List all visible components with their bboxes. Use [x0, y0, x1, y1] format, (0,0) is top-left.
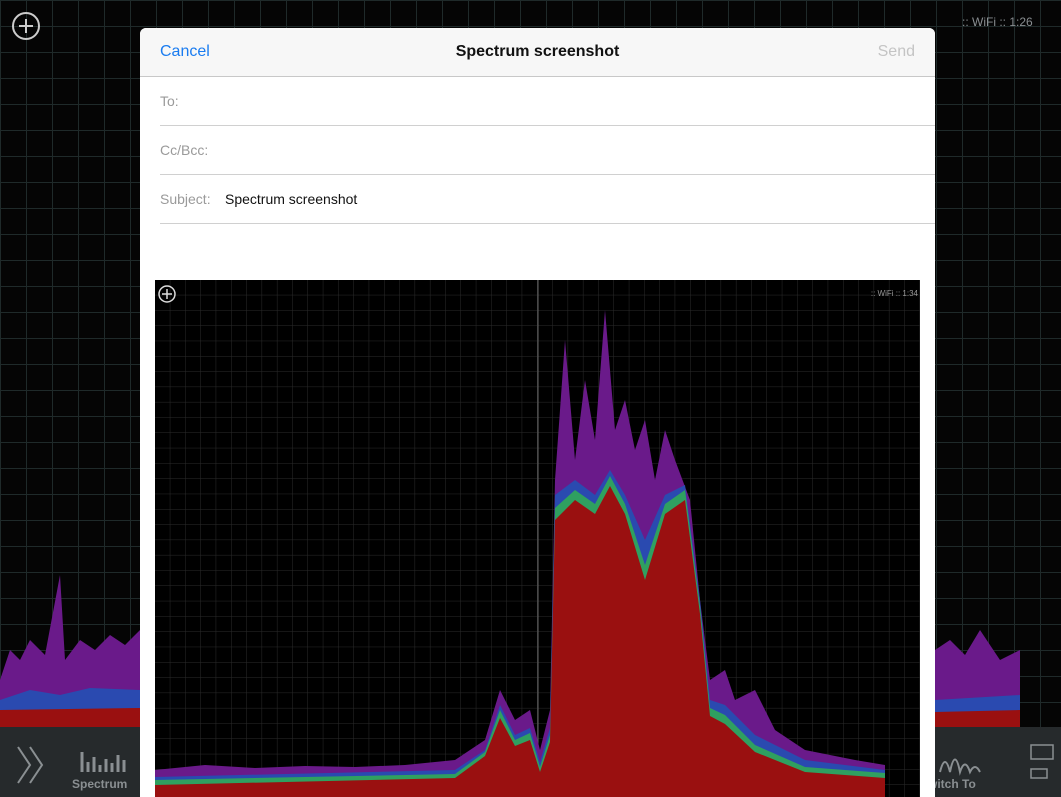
status-text: :: WiFi :: 1:26: [962, 15, 1033, 29]
field-label: To:: [160, 93, 179, 109]
compose-header: Cancel Spectrum screenshot Send: [140, 28, 935, 77]
field-label: Subject:: [160, 191, 211, 207]
cc-field[interactable]: Cc/Bcc:: [160, 126, 935, 175]
subject-field[interactable]: Subject: Spectrum screenshot: [160, 175, 935, 224]
image-status: :: WiFi :: 1:34: [871, 289, 919, 298]
add-icon-plus: [19, 19, 33, 33]
add-icon[interactable]: [12, 12, 40, 40]
spectrum-icon[interactable]: [80, 752, 126, 772]
settings-icon[interactable]: [1030, 744, 1054, 760]
compose-sheet: Cancel Spectrum screenshot Send To: Cc/B…: [140, 28, 935, 797]
battery-icon: [1030, 768, 1048, 779]
cancel-button[interactable]: Cancel: [160, 43, 210, 60]
toolbar-icons: [17, 744, 1054, 784]
spectrum-red: [935, 710, 1020, 727]
field-label: Cc/Bcc:: [160, 142, 209, 158]
spectrum-red: [155, 486, 885, 797]
spectrum-red: [0, 708, 140, 727]
attachment-image: :: WiFi :: 1:34: [155, 280, 920, 797]
send-button[interactable]: Send: [877, 43, 915, 60]
sheet-title: Spectrum screenshot: [455, 43, 620, 60]
background-spectrum: [0, 12, 1020, 727]
expand-icon[interactable]: [17, 746, 44, 784]
switch-icon[interactable]: [939, 758, 981, 776]
subject-value: Spectrum screenshot: [225, 191, 358, 207]
add-icon: [158, 285, 176, 303]
toolbar-label: Spectrum: [72, 777, 128, 791]
add-icon-plus: [162, 289, 172, 299]
to-field[interactable]: To:: [160, 77, 935, 126]
